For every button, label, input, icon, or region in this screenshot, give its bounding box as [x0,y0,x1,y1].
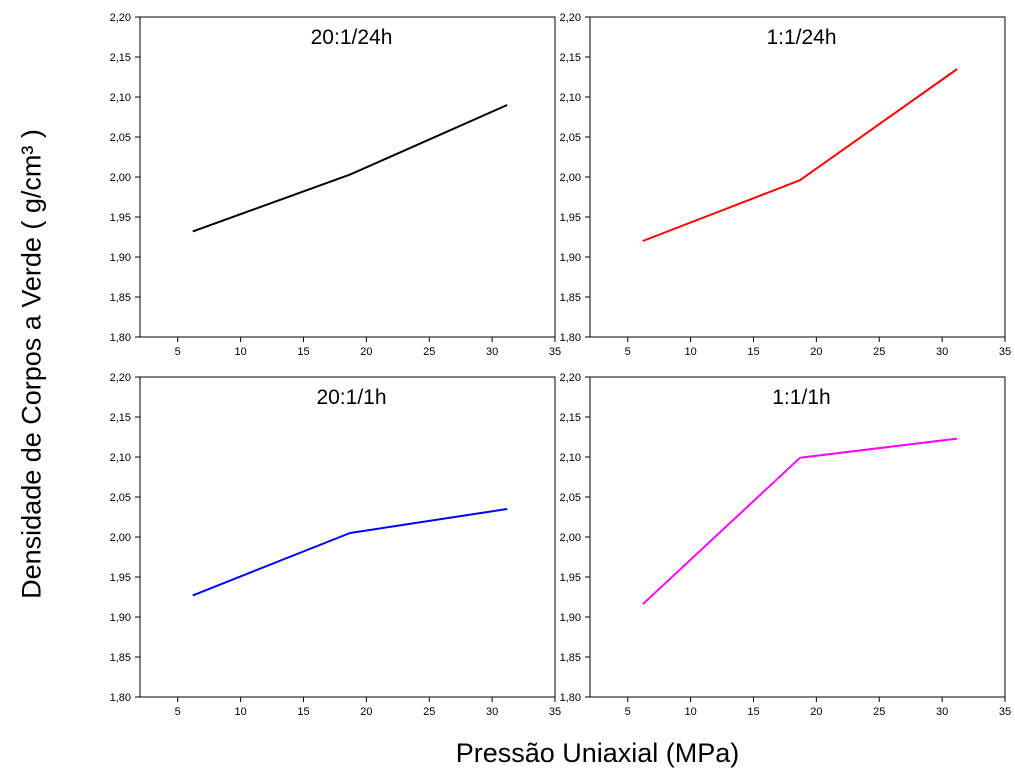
panel-3-y-tick-label: 1,95 [110,572,131,584]
panel-4-x-tick-label: 30 [936,706,948,718]
panel-1-title: 20:1/24h [311,26,393,49]
panel-4-y-tick-label: 2,05 [560,492,581,504]
panel-3-y-tick-label: 2,00 [110,532,131,544]
panel-2-y-tick-label: 1,90 [560,252,581,264]
panel-4-y-tick-label: 2,00 [560,532,581,544]
panel-3-x-tick-label: 10 [234,706,246,718]
panel-2-y-tick-label: 2,20 [560,12,581,24]
panel-3-y-tick-label: 1,80 [110,692,131,704]
panel-3-x-tick-label: 20 [360,706,372,718]
panel-1-x-tick-label: 25 [423,346,435,358]
panel-1-y-tick-label: 1,95 [110,212,131,224]
panel-3-y-tick-label: 2,15 [110,412,131,424]
panel-3-y-tick-label: 1,85 [110,652,131,664]
panel-4-series-line [642,437,958,605]
panel-4-y-tick-label: 2,15 [560,412,581,424]
panel-2-y-tick-label: 2,00 [560,172,581,184]
panel-1-y-tick-label: 1,85 [110,292,131,304]
panel-2-y-tick-label: 1,95 [560,212,581,224]
panel-1-x-tick-label: 20 [360,346,372,358]
panel-2-x-tick-label: 35 [999,346,1011,358]
panel-3-x-tick-label: 5 [175,706,181,718]
panel-4-title: 1:1/1h [772,386,830,409]
panel-3-title: 20:1/1h [316,386,386,409]
panel-2-x-tick-label: 10 [684,346,696,358]
panel-2-y-tick-label: 2,15 [560,52,581,64]
panel-2-frame [589,16,1006,338]
panel-3-series-line [192,508,508,597]
panel-4-x-tick-label: 35 [999,706,1011,718]
panel-2-x-tick-label: 15 [747,346,759,358]
panel-2-x-tick-label: 30 [936,346,948,358]
panel-4-x-tick-label: 10 [684,706,696,718]
panel-2-title: 1:1/24h [766,26,836,49]
panel-1-y-tick-label: 2,00 [110,172,131,184]
panel-3-x-tick-label: 25 [423,706,435,718]
panel-1-x-tick-label: 35 [549,346,561,358]
panel-3-x-tick-label: 35 [549,706,561,718]
panel-1-y-tick-label: 2,20 [110,12,131,24]
panel-1-series-line [192,104,508,233]
panel-4-y-tick-label: 1,95 [560,572,581,584]
panel-4-y-tick-label: 1,90 [560,612,581,624]
panel-4-y-tick-label: 2,10 [560,452,581,464]
y-axis-title: Densidade de Corpos a Verde ( g/cm³ ) [16,129,47,599]
panel-4-x-tick-label: 15 [747,706,759,718]
panel-3-x-tick-label: 15 [297,706,309,718]
panel-2-y-tick-label: 1,85 [560,292,581,304]
panel-2-x-tick-label: 25 [873,346,885,358]
panel-2-y-tick-label: 2,05 [560,132,581,144]
panel-4-x-tick-label: 5 [625,706,631,718]
panel-3-y-tick-label: 2,20 [110,372,131,384]
panel-2-y-tick-label: 2,10 [560,92,581,104]
panel-1-y-tick-label: 2,15 [110,52,131,64]
panel-1-y-tick-label: 2,05 [110,132,131,144]
panel-2-x-tick-label: 20 [810,346,822,358]
panel-2-x-tick-label: 5 [625,346,631,358]
panel-1-x-tick-label: 15 [297,346,309,358]
panel-4-x-tick-label: 20 [810,706,822,718]
panel-1-y-tick-label: 1,90 [110,252,131,264]
panel-1-y-tick-label: 1,80 [110,332,131,344]
x-axis-title: Pressão Uniaxial (MPa) [455,738,740,768]
panel-2-series-line [642,68,958,242]
panel-1-frame [139,16,556,338]
panel-3-x-tick-label: 30 [486,706,498,718]
panel-4-y-tick-label: 2,20 [560,372,581,384]
panel-1-y-tick-label: 2,10 [110,92,131,104]
panel-4-y-tick-label: 1,85 [560,652,581,664]
panel-3-frame [139,376,556,698]
panel-3-y-tick-label: 2,05 [110,492,131,504]
panel-4-y-tick-label: 1,80 [560,692,581,704]
panel-3-y-tick-label: 2,10 [110,452,131,464]
panel-4-frame [589,376,1006,698]
panel-1-x-tick-label: 30 [486,346,498,358]
panel-4-x-tick-label: 25 [873,706,885,718]
panel-1-x-tick-label: 10 [234,346,246,358]
panel-3-y-tick-label: 1,90 [110,612,131,624]
panel-2-y-tick-label: 1,80 [560,332,581,344]
panel-1-x-tick-label: 5 [175,346,181,358]
